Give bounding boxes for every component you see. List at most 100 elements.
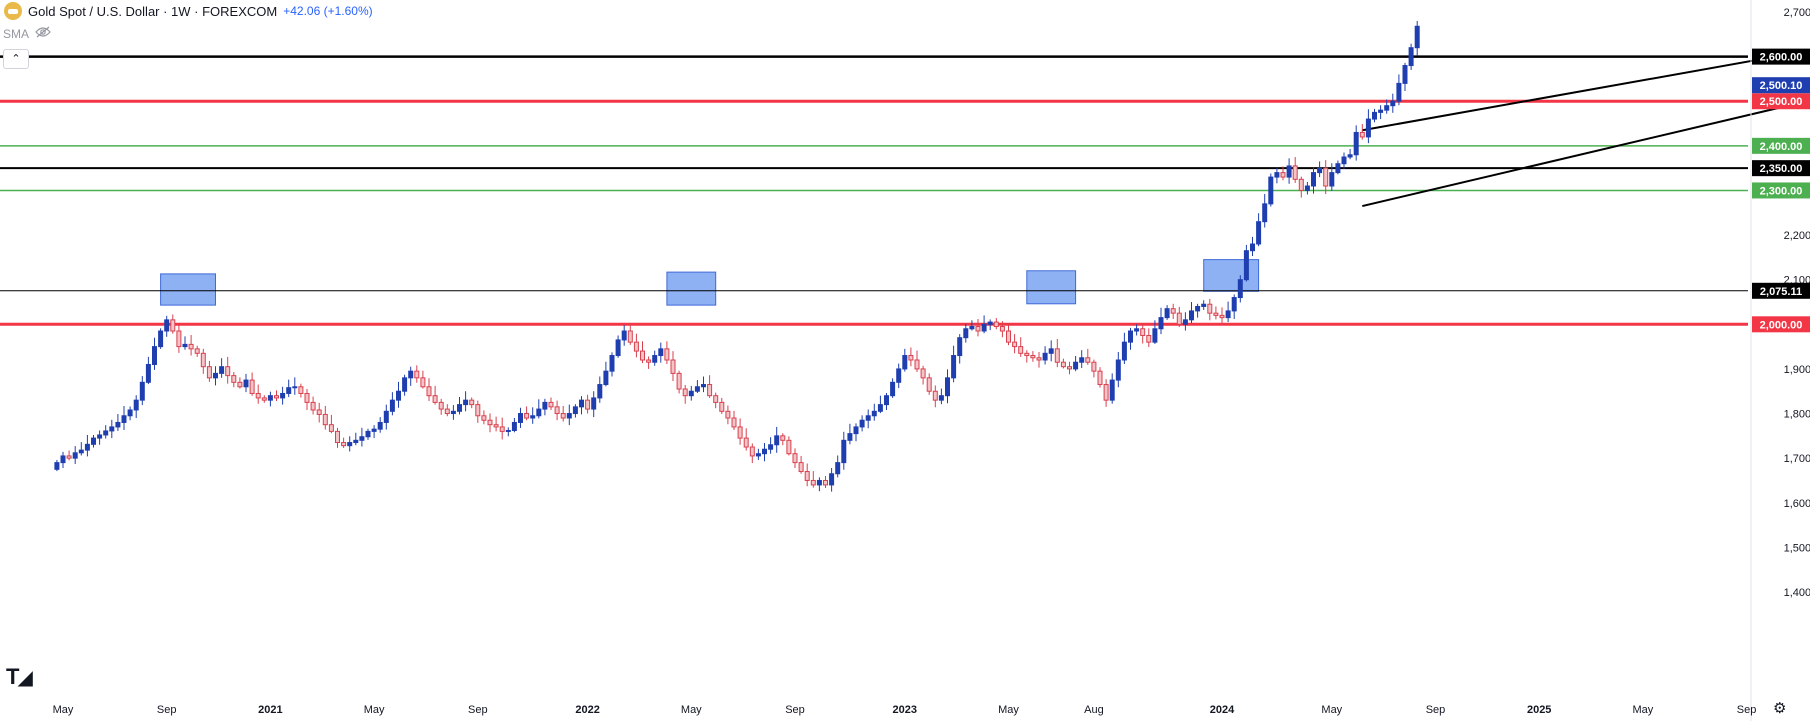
candle-body — [457, 404, 462, 412]
candle-body — [225, 366, 231, 377]
candle-body — [999, 326, 1005, 332]
price-axis[interactable]: 1,400.00 1,500.00 1,600.00 1,700.00 1,800.00… — [1750, 0, 1810, 721]
price-level-tag — [1752, 48, 1810, 65]
collapse-legend-button[interactable]: ⌃ — [3, 49, 29, 69]
price-tick-label: 1,600.00 — [1784, 498, 1810, 510]
highlight-box-2 — [666, 271, 717, 306]
candle-body — [1012, 341, 1018, 348]
candle-body — [841, 439, 847, 464]
candle-body — [1036, 357, 1042, 361]
candle-body — [853, 426, 859, 435]
candle-body — [383, 410, 389, 423]
candle-body — [115, 421, 121, 428]
candle-body — [621, 330, 627, 341]
candle-body — [1134, 328, 1140, 332]
eye-hidden-icon[interactable] — [35, 26, 51, 41]
candle-body — [627, 330, 633, 343]
candle-body — [487, 419, 493, 426]
candle-body — [475, 404, 481, 417]
candle-body — [1128, 330, 1133, 343]
chart-header: Gold Spot / U.S. Dollar · 1W · FOREXCOM … — [0, 0, 373, 22]
candle-body — [530, 415, 536, 419]
candle-body — [316, 409, 322, 415]
candle-body — [426, 386, 432, 397]
candle-body — [499, 426, 505, 432]
candle-body — [206, 366, 212, 379]
candle-body — [542, 401, 548, 410]
price-level-tag-label: 2,500.00 — [1760, 96, 1803, 108]
time-tick-label: 2024 — [1210, 704, 1235, 716]
candle-body — [103, 430, 109, 436]
candle-body — [164, 319, 170, 332]
candle-body — [670, 359, 676, 374]
candle-body — [884, 395, 889, 406]
candle-body — [890, 381, 896, 397]
candle-body — [804, 471, 810, 481]
candle-body — [743, 437, 749, 448]
candle-body — [1372, 111, 1377, 120]
candle-body — [1067, 366, 1072, 370]
price-level-tag — [1752, 137, 1810, 154]
candle-body — [353, 439, 359, 444]
candle-body — [1146, 334, 1152, 343]
time-tick-label: Sep — [1426, 704, 1446, 716]
indicator-sma[interactable]: SMA — [3, 26, 51, 41]
candle-body — [1243, 250, 1249, 281]
candle-body — [859, 419, 865, 428]
candle-body — [511, 421, 517, 431]
candle-body — [823, 479, 828, 486]
time-tick-label: 2021 — [258, 704, 282, 716]
candle-body — [97, 434, 103, 439]
candle-body — [1359, 131, 1365, 138]
candle-body — [1030, 355, 1036, 359]
price-tick-label: 2,700.00 — [1784, 7, 1810, 19]
candle-body — [1158, 317, 1164, 330]
candle-body — [938, 395, 944, 401]
candle-body — [829, 473, 835, 486]
candle-body — [926, 377, 932, 392]
trendline-2 — [1362, 99, 1810, 208]
price-level-tag-label: 2,300.00 — [1760, 185, 1803, 197]
candle-body — [1414, 25, 1420, 49]
candle-body — [633, 341, 639, 352]
candle-body — [84, 443, 90, 451]
candle-body — [877, 404, 883, 412]
candle-body — [1091, 361, 1097, 372]
candle-body — [1347, 154, 1353, 158]
candle-body — [1378, 109, 1384, 113]
candle-body — [847, 433, 853, 441]
candle-body — [298, 386, 304, 394]
candle-body — [145, 363, 151, 383]
candle-body — [1292, 165, 1298, 180]
price-level-tag — [1752, 160, 1810, 177]
price-level-tag — [1752, 316, 1810, 333]
candle-body — [1274, 172, 1280, 178]
candle-body — [713, 395, 719, 403]
candle-body — [1097, 370, 1103, 386]
price-level-tag-label: 2,075.11 — [1760, 286, 1802, 298]
candle-body — [816, 479, 822, 486]
candle-body — [304, 392, 310, 403]
candles — [54, 20, 1420, 492]
candle-body — [469, 399, 475, 406]
price-tick-label: 1,900.00 — [1784, 364, 1810, 376]
candle-body — [1256, 221, 1262, 245]
candle-body — [335, 430, 340, 444]
candle-body — [1140, 328, 1146, 336]
candle-body — [615, 339, 621, 357]
candle-body — [274, 395, 279, 399]
candle-body — [1195, 305, 1201, 312]
price-level-tag — [1752, 93, 1810, 110]
candle-body — [133, 399, 139, 411]
tradingview-logo[interactable]: T◢ — [6, 664, 33, 689]
symbol-title[interactable]: Gold Spot / U.S. Dollar · 1W · FOREXCOM — [28, 3, 278, 19]
candle-body — [1335, 163, 1341, 174]
candle-body — [945, 377, 950, 397]
candle-body — [371, 428, 377, 432]
candle-body — [1109, 379, 1115, 401]
candle-body — [609, 355, 615, 372]
candle-body — [267, 395, 273, 401]
settings-gear-icon[interactable]: ⚙ — [1773, 700, 1787, 717]
time-axis[interactable]: May Sep 2021 May Sep 2022 May Sep 2023 May Aug 2024… — [53, 704, 1757, 716]
